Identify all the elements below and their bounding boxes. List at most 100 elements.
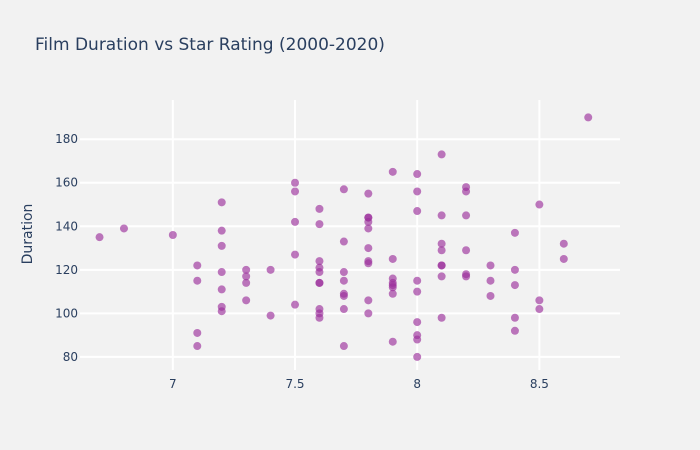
data-point bbox=[510, 281, 519, 290]
data-point bbox=[217, 241, 226, 250]
data-point bbox=[315, 268, 324, 277]
data-point bbox=[437, 272, 446, 281]
data-point bbox=[559, 254, 568, 263]
data-point bbox=[486, 276, 495, 285]
data-point bbox=[339, 237, 348, 246]
data-point bbox=[193, 276, 202, 285]
data-point bbox=[315, 257, 324, 266]
y-tick-label: 160 bbox=[55, 176, 78, 190]
data-point bbox=[339, 342, 348, 351]
data-point bbox=[193, 261, 202, 270]
data-point bbox=[217, 226, 226, 235]
data-point bbox=[584, 113, 593, 122]
data-point bbox=[437, 239, 446, 248]
data-point bbox=[413, 276, 422, 285]
data-point bbox=[315, 278, 324, 287]
data-point bbox=[535, 200, 544, 209]
data-point bbox=[339, 291, 348, 300]
data-point bbox=[535, 305, 544, 314]
data-point bbox=[486, 291, 495, 300]
data-point bbox=[315, 313, 324, 322]
data-point bbox=[388, 289, 397, 298]
data-point bbox=[242, 265, 251, 274]
data-point bbox=[119, 224, 128, 233]
data-point bbox=[388, 254, 397, 263]
data-point bbox=[291, 300, 300, 309]
data-point bbox=[291, 250, 300, 259]
data-point bbox=[413, 207, 422, 216]
x-tick-label: 7 bbox=[169, 377, 177, 391]
data-point bbox=[364, 217, 373, 226]
y-tick-label: 140 bbox=[55, 219, 78, 233]
data-point bbox=[193, 328, 202, 337]
data-point bbox=[462, 211, 471, 220]
x-tick-label: 8 bbox=[413, 377, 421, 391]
data-point bbox=[364, 244, 373, 253]
data-point bbox=[242, 296, 251, 305]
data-point bbox=[339, 268, 348, 277]
data-point bbox=[266, 265, 275, 274]
x-tick-label: 7.5 bbox=[285, 377, 304, 391]
y-tick-label: 80 bbox=[63, 350, 78, 364]
data-point bbox=[413, 187, 422, 196]
data-point bbox=[437, 150, 446, 159]
data-point bbox=[510, 228, 519, 237]
data-point bbox=[95, 233, 104, 242]
data-point bbox=[339, 185, 348, 194]
data-point bbox=[559, 239, 568, 248]
data-point bbox=[242, 278, 251, 287]
data-point bbox=[364, 189, 373, 198]
data-point bbox=[364, 259, 373, 268]
y-axis-title: Duration bbox=[20, 204, 36, 265]
data-point bbox=[486, 261, 495, 270]
data-point bbox=[266, 311, 275, 320]
data-point bbox=[291, 217, 300, 226]
data-point bbox=[413, 335, 422, 344]
data-point bbox=[168, 231, 177, 239]
data-point bbox=[339, 305, 348, 314]
data-point bbox=[437, 246, 446, 255]
data-point bbox=[364, 224, 373, 233]
data-point bbox=[462, 246, 471, 255]
data-point bbox=[413, 352, 422, 361]
data-point bbox=[217, 307, 226, 316]
data-point bbox=[388, 167, 397, 176]
y-tick-labels: 80 100 120 140 160 180 bbox=[55, 132, 78, 364]
data-point bbox=[364, 296, 373, 305]
chart-title: Film Duration vs Star Rating (2000-2020) bbox=[35, 35, 385, 55]
data-point bbox=[413, 287, 422, 296]
x-tick-label: 8.5 bbox=[530, 377, 549, 391]
data-point bbox=[462, 187, 471, 196]
data-point bbox=[217, 268, 226, 277]
data-point bbox=[462, 272, 471, 281]
data-point bbox=[437, 261, 446, 270]
data-point bbox=[217, 198, 226, 207]
data-point bbox=[437, 211, 446, 220]
data-point bbox=[510, 326, 519, 335]
data-point bbox=[364, 309, 373, 318]
data-point bbox=[291, 187, 300, 196]
data-point bbox=[413, 170, 422, 179]
data-point bbox=[217, 285, 226, 294]
data-point bbox=[315, 204, 324, 213]
data-point bbox=[388, 337, 397, 346]
data-point bbox=[388, 283, 397, 292]
grid-lines bbox=[80, 100, 620, 370]
data-point bbox=[535, 296, 544, 305]
data-point bbox=[437, 313, 446, 322]
data-point bbox=[242, 272, 251, 281]
data-point bbox=[315, 220, 324, 229]
x-tick-labels: 7 7.5 8 8.5 bbox=[169, 377, 549, 391]
y-tick-label: 120 bbox=[55, 263, 78, 277]
data-point bbox=[339, 276, 348, 285]
y-tick-label: 180 bbox=[55, 132, 78, 146]
data-point bbox=[510, 313, 519, 322]
data-points bbox=[95, 113, 593, 361]
data-point bbox=[193, 342, 202, 351]
y-tick-label: 100 bbox=[55, 306, 78, 320]
data-point bbox=[510, 265, 519, 274]
data-point bbox=[413, 318, 422, 327]
